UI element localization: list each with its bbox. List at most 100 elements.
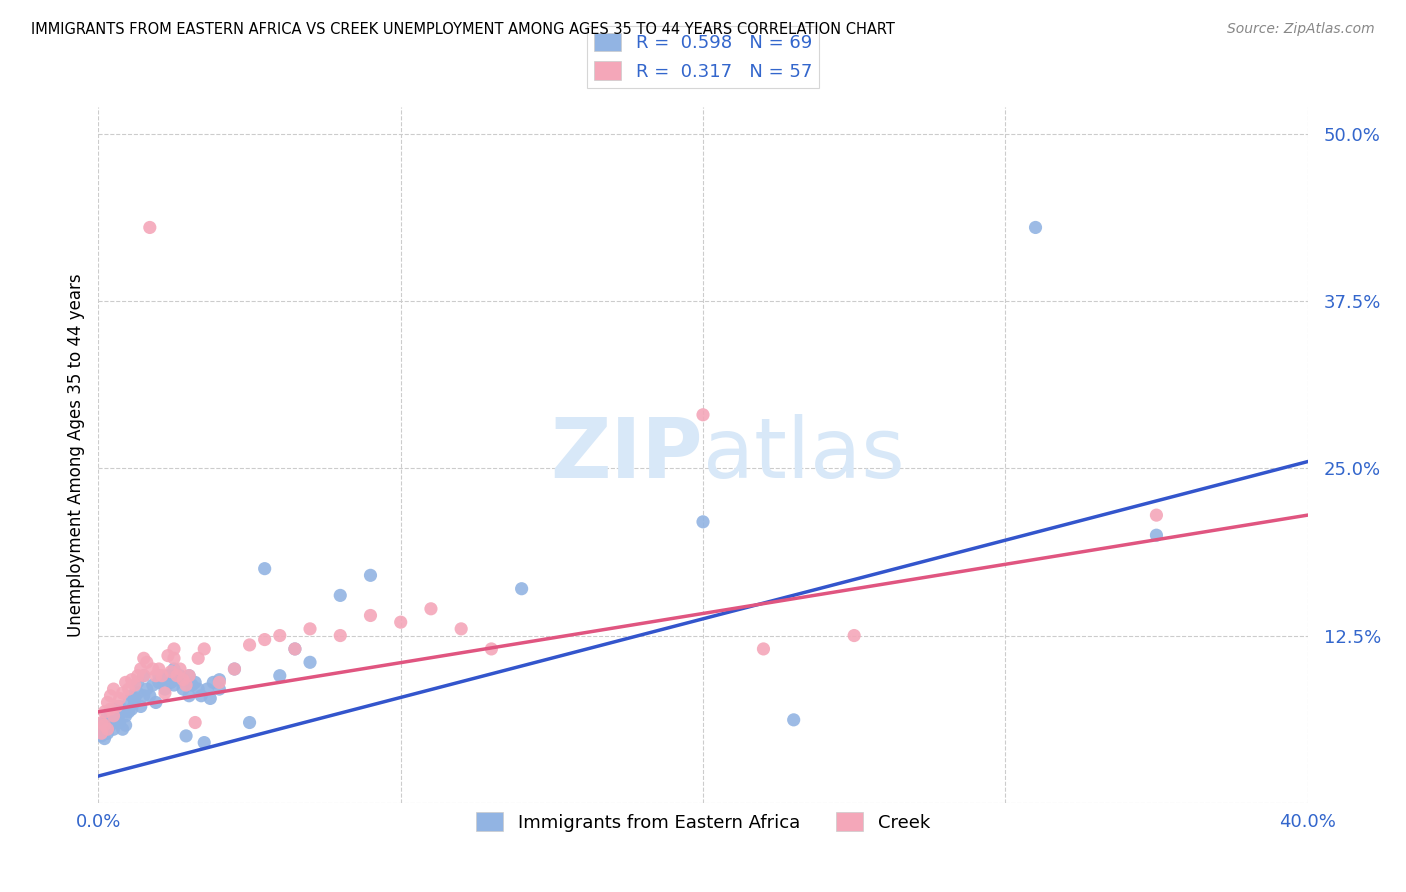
Point — [153, 686, 176, 700]
Point — [127, 686, 149, 700]
Point — [156, 669, 179, 683]
Point — [160, 675, 183, 690]
Point — [90, 723, 112, 737]
Point — [193, 642, 215, 657]
Point — [163, 651, 186, 665]
Point — [124, 678, 146, 692]
Point — [93, 731, 115, 746]
Point — [179, 669, 201, 683]
Point — [450, 622, 472, 636]
Point — [150, 673, 173, 687]
Point — [1144, 508, 1167, 523]
Point — [184, 675, 207, 690]
Point — [105, 699, 128, 714]
Point — [844, 628, 866, 642]
Point — [193, 735, 215, 749]
Point — [360, 568, 382, 582]
Point — [692, 408, 714, 422]
Point — [1144, 528, 1167, 542]
Point — [93, 705, 115, 719]
Point — [239, 715, 262, 730]
Point — [169, 669, 191, 683]
Point — [510, 582, 533, 596]
Text: atlas: atlas — [703, 415, 904, 495]
Point — [132, 689, 155, 703]
Point — [179, 669, 201, 683]
Point — [93, 718, 115, 732]
Point — [420, 602, 443, 616]
Point — [153, 681, 176, 696]
Point — [111, 723, 134, 737]
Point — [239, 638, 262, 652]
Point — [208, 673, 231, 687]
Point — [481, 642, 503, 657]
Point — [132, 669, 155, 683]
Point — [166, 669, 188, 683]
Text: IMMIGRANTS FROM EASTERN AFRICA VS CREEK UNEMPLOYMENT AMONG AGES 35 TO 44 YEARS C: IMMIGRANTS FROM EASTERN AFRICA VS CREEK … — [31, 22, 894, 37]
Point — [389, 615, 412, 630]
Point — [148, 669, 170, 683]
Point — [139, 220, 162, 235]
Point — [90, 726, 112, 740]
Point — [150, 669, 173, 683]
Point — [783, 713, 806, 727]
Point — [108, 699, 131, 714]
Point — [108, 715, 131, 730]
Point — [103, 708, 125, 723]
Point — [692, 515, 714, 529]
Point — [142, 662, 165, 676]
Point — [1024, 220, 1046, 235]
Point — [269, 669, 291, 683]
Point — [114, 708, 136, 723]
Point — [124, 691, 146, 706]
Point — [103, 681, 125, 696]
Point — [96, 708, 118, 723]
Point — [132, 669, 155, 683]
Point — [156, 648, 179, 663]
Point — [208, 675, 231, 690]
Point — [142, 678, 165, 692]
Point — [90, 729, 112, 743]
Point — [124, 696, 146, 710]
Point — [163, 642, 186, 657]
Point — [148, 675, 170, 690]
Point — [132, 651, 155, 665]
Point — [172, 681, 194, 696]
Point — [114, 718, 136, 732]
Point — [163, 662, 186, 676]
Point — [96, 696, 118, 710]
Point — [202, 675, 225, 690]
Y-axis label: Unemployment Among Ages 35 to 44 years: Unemployment Among Ages 35 to 44 years — [66, 273, 84, 637]
Point — [118, 696, 141, 710]
Point — [111, 686, 134, 700]
Point — [105, 702, 128, 716]
Point — [127, 669, 149, 683]
Point — [181, 678, 204, 692]
Point — [184, 715, 207, 730]
Point — [179, 689, 201, 703]
Point — [174, 678, 197, 692]
Point — [284, 642, 307, 657]
Text: ZIP: ZIP — [551, 415, 703, 495]
Point — [145, 696, 167, 710]
Point — [96, 723, 118, 737]
Point — [200, 691, 222, 706]
Point — [269, 628, 291, 642]
Legend: Immigrants from Eastern Africa, Creek: Immigrants from Eastern Africa, Creek — [470, 805, 936, 839]
Point — [752, 642, 775, 657]
Point — [129, 662, 152, 676]
Point — [129, 699, 152, 714]
Point — [121, 702, 143, 716]
Point — [100, 702, 122, 716]
Point — [100, 705, 122, 719]
Point — [111, 705, 134, 719]
Point — [114, 675, 136, 690]
Point — [160, 665, 183, 679]
Point — [127, 675, 149, 690]
Point — [100, 689, 122, 703]
Point — [284, 642, 307, 657]
Point — [172, 673, 194, 687]
Point — [121, 689, 143, 703]
Point — [121, 673, 143, 687]
Point — [105, 713, 128, 727]
